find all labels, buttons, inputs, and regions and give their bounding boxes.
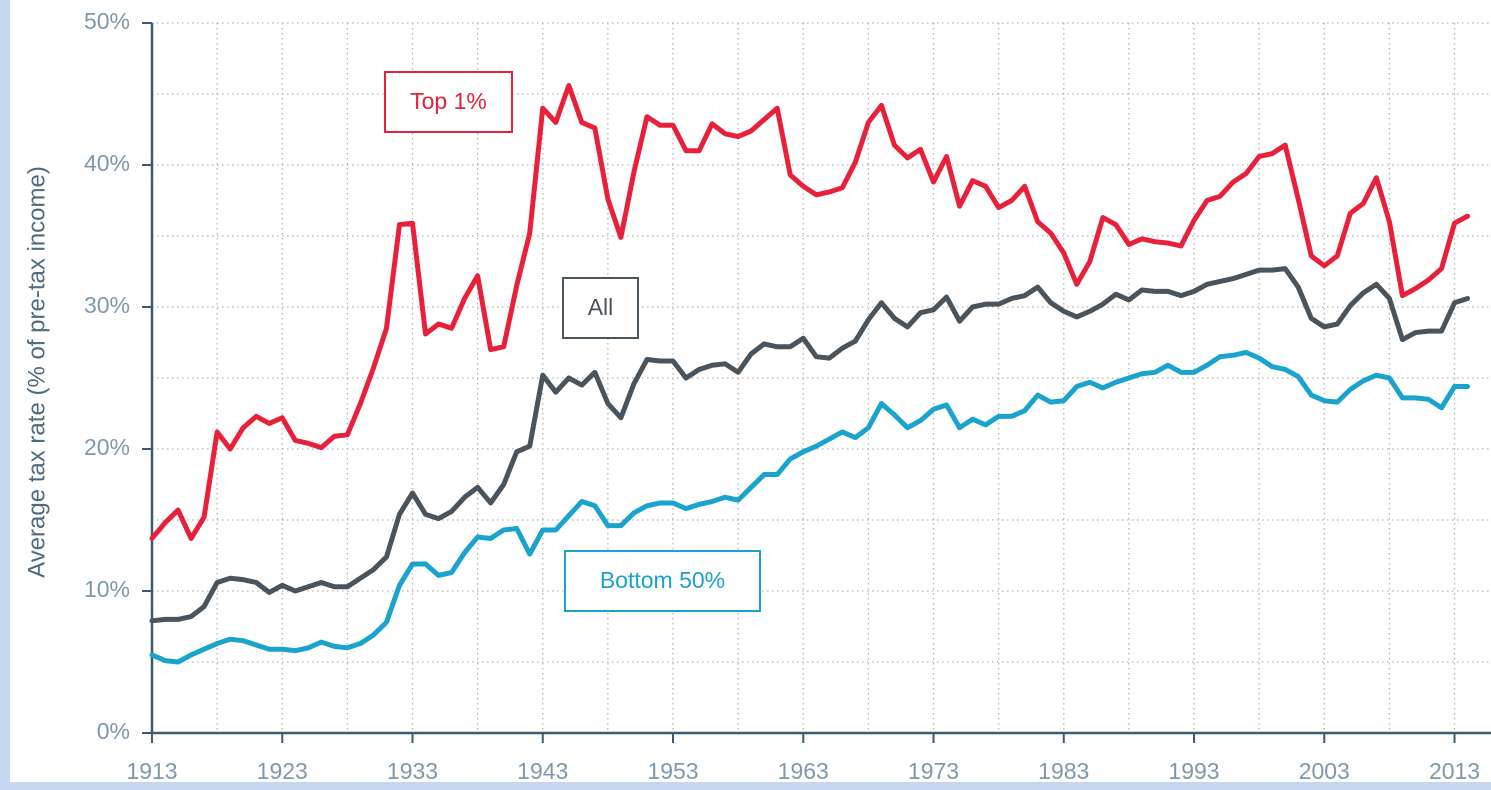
y-tick-label: 10%: [84, 576, 130, 602]
y-tick-label: 30%: [84, 292, 130, 318]
plot-background: [10, 0, 1491, 782]
series-line: [149, 349, 1471, 665]
y-tick-label: 20%: [84, 434, 130, 460]
series-line: [149, 82, 1471, 541]
x-tick-label: 1933: [387, 758, 438, 784]
x-tick-label: 1943: [517, 758, 568, 784]
y-tick-label: 0%: [97, 718, 130, 744]
y-axis-label: Average tax rate (% of pre-tax income): [23, 166, 50, 578]
x-tick-label: 1993: [1168, 758, 1219, 784]
x-tick-label: 2003: [1299, 758, 1350, 784]
series-label-box: [564, 550, 761, 612]
x-tick-label: 1923: [257, 758, 308, 784]
x-tick-label: 1913: [126, 758, 177, 784]
series-label: Bottom 50%: [600, 567, 725, 593]
series-label: Top 1%: [410, 88, 487, 114]
x-tick-label: 1983: [1038, 758, 1089, 784]
series-line: [149, 266, 1471, 624]
x-tick-label: 1973: [908, 758, 959, 784]
series-label: All: [588, 294, 614, 320]
x-tick-label: 2013: [1429, 758, 1480, 784]
x-tick-label: 1953: [647, 758, 698, 784]
y-tick-label: 40%: [84, 150, 130, 176]
x-tick-label: 1963: [778, 758, 829, 784]
y-tick-label: 50%: [84, 8, 130, 34]
series-label-box: [384, 71, 513, 133]
series-label-box: [562, 277, 639, 339]
